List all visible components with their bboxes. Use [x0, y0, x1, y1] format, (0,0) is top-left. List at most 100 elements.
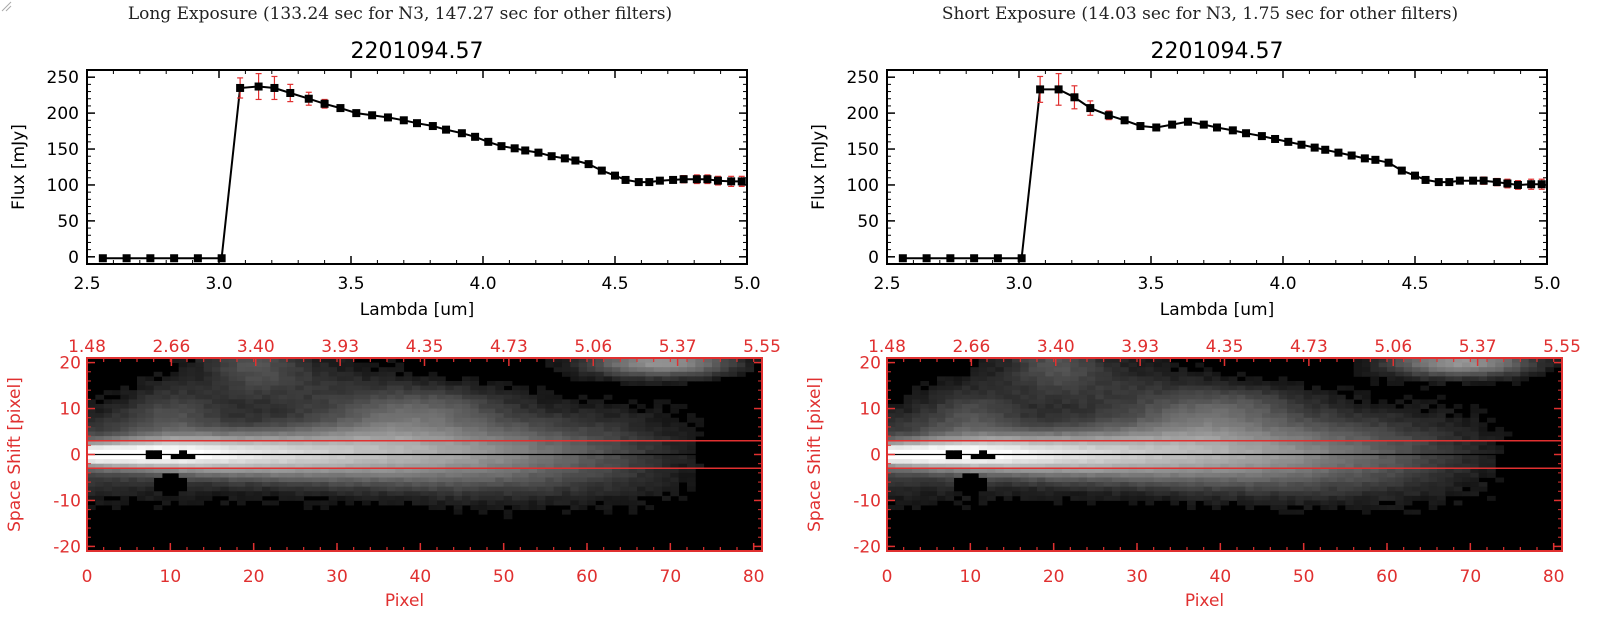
heatmap-cell — [1237, 463, 1246, 469]
heatmap-cell — [887, 403, 896, 409]
heatmap-cell — [1070, 491, 1080, 497]
heatmap-cell — [262, 408, 271, 414]
heatmap-cell — [562, 440, 571, 446]
heatmap-cell — [928, 417, 938, 423]
heatmap-cell — [1178, 417, 1188, 423]
heatmap-cell — [662, 358, 671, 363]
heatmap-cell — [1178, 454, 1188, 460]
heatmap-cell — [1228, 431, 1238, 437]
heatmap-cell — [1287, 482, 1296, 488]
heatmap-cell — [703, 367, 713, 373]
heatmap-cell — [478, 385, 488, 391]
heatmap-cell — [1245, 403, 1255, 409]
data-point — [1136, 122, 1145, 131]
heatmap-cell — [453, 509, 463, 515]
heatmap-cell — [1353, 449, 1363, 455]
heatmap-cell — [120, 449, 130, 455]
heatmap-cell — [1270, 394, 1280, 400]
heatmap-cell — [962, 449, 971, 455]
heatmap-cell — [953, 376, 963, 382]
heatmap-cell — [1120, 417, 1130, 423]
heatmap-cell — [595, 472, 605, 478]
heatmap-cell — [1270, 463, 1280, 469]
heatmap-cell — [987, 390, 996, 396]
heatmap-cell — [1287, 380, 1296, 386]
heatmap-cell — [370, 472, 380, 478]
heatmap-cell — [1070, 422, 1080, 428]
heatmap-cell — [153, 505, 163, 511]
heatmap-cell — [195, 408, 205, 414]
heatmap-cell — [553, 491, 563, 497]
heatmap-cell — [328, 385, 338, 391]
heatmap-cell — [1070, 394, 1080, 400]
heatmap-cell — [1187, 449, 1196, 455]
heatmap-cell — [262, 376, 271, 382]
heatmap-cell — [1395, 477, 1405, 483]
heatmap-cell — [687, 472, 696, 478]
heatmap-cell — [1187, 459, 1196, 465]
heatmap-cell — [278, 491, 288, 497]
heatmap-cell — [320, 477, 330, 483]
heatmap-cell — [137, 394, 146, 400]
heatmap-cell — [970, 390, 980, 396]
heatmap-cell — [145, 436, 155, 442]
heatmap-cell — [1445, 371, 1455, 377]
heatmap-cell — [1395, 413, 1405, 419]
heatmap-cell — [1145, 376, 1155, 382]
heatmap-cell — [145, 394, 155, 400]
heatmap-cell — [320, 367, 330, 373]
heatmap-cell — [1337, 436, 1346, 442]
heatmap-cell — [987, 436, 996, 442]
heatmap-cell — [1112, 495, 1121, 501]
heatmap-cell — [520, 468, 530, 474]
heatmap-cell — [170, 445, 180, 451]
heatmap-cell — [662, 495, 671, 501]
heatmap-cell — [437, 454, 446, 460]
data-point — [336, 104, 345, 113]
heatmap-cell — [270, 408, 280, 414]
heatmap-cell — [1087, 417, 1096, 423]
heatmap-cell — [1387, 440, 1396, 446]
heatmap-cell — [378, 376, 388, 382]
heatmap-cell — [1420, 440, 1430, 446]
heatmap-cell — [987, 399, 996, 405]
top-x-tick-label: 3.93 — [321, 337, 359, 357]
heatmap-cell — [1295, 454, 1305, 460]
heatmap-cell — [345, 445, 355, 451]
heatmap-cell — [1153, 413, 1163, 419]
heatmap-cell — [587, 454, 596, 460]
heatmap-cell — [695, 376, 705, 382]
heatmap-cell — [587, 468, 596, 474]
heatmap-cell — [545, 436, 555, 442]
heatmap-cell — [1337, 399, 1346, 405]
heatmap-cell — [278, 459, 288, 465]
heatmap-cell — [103, 445, 113, 451]
y-tick-label: 0 — [868, 248, 879, 268]
heatmap-cell — [1303, 477, 1313, 483]
heatmap-cell — [312, 468, 321, 474]
heatmap-cell — [1203, 431, 1213, 437]
heatmap-cell — [412, 426, 421, 432]
heatmap-cell — [578, 454, 588, 460]
heatmap-cell — [228, 390, 238, 396]
heatmap-cell — [637, 417, 646, 423]
heatmap-cell — [145, 431, 155, 437]
heatmap-cell — [453, 390, 463, 396]
heatmap-cell — [1103, 385, 1113, 391]
heatmap-cell — [1112, 371, 1121, 377]
heatmap-cell — [1378, 362, 1388, 368]
heatmap-cell — [1370, 472, 1380, 478]
heatmap-cell — [670, 459, 680, 465]
heatmap-cell — [1045, 408, 1055, 414]
heatmap-cell — [487, 440, 496, 446]
heatmap-cell — [362, 463, 371, 469]
heatmap-cell — [95, 403, 105, 409]
heatmap-cell — [262, 367, 271, 373]
heatmap-cell — [1062, 362, 1071, 368]
heatmap-cell — [195, 362, 205, 368]
heatmap-cell — [403, 445, 413, 451]
heatmap-cell — [1078, 445, 1088, 451]
heatmap-cell — [237, 390, 246, 396]
heatmap-cell — [353, 426, 363, 432]
heatmap-cell — [470, 436, 480, 442]
